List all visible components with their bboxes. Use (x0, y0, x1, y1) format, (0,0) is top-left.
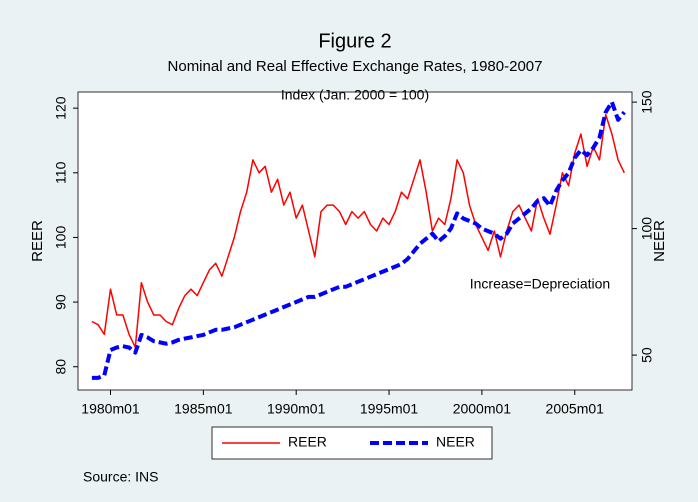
y2-tick-label: 150 (639, 90, 655, 114)
y-tick-label: 90 (53, 294, 69, 310)
legend-label: REER (288, 434, 327, 450)
y2-tick-label: 100 (639, 217, 655, 241)
chart-subtitle: Nominal and Real Effective Exchange Rate… (168, 58, 543, 75)
y2-axis-title: NEER (651, 220, 668, 262)
x-tick-label: 2000m01 (453, 401, 512, 417)
chart-title: Figure 2 (318, 30, 391, 52)
annotation: Increase=Depreciation (470, 276, 610, 292)
legend-label: NEER (436, 434, 475, 450)
series-line (91, 113, 625, 349)
x-tick-label: 1995m01 (360, 401, 419, 417)
y-tick-label: 80 (53, 359, 69, 375)
annotation: Index (Jan. 2000 = 100) (281, 87, 429, 103)
y2-tick-label: 50 (639, 347, 655, 363)
plot-area (77, 91, 633, 391)
x-tick-label: 1980m01 (81, 401, 140, 417)
y-tick-label: 100 (53, 226, 69, 250)
source-note: Source: INS (83, 469, 158, 485)
x-tick-label: 1990m01 (267, 401, 326, 417)
x-tick-label: 1985m01 (174, 401, 233, 417)
y-tick-label: 110 (53, 161, 69, 184)
series-line (91, 100, 626, 380)
y-axis-title: REER (29, 220, 46, 262)
x-tick-label: 2005m01 (546, 401, 605, 417)
y-tick-label: 120 (53, 96, 69, 120)
